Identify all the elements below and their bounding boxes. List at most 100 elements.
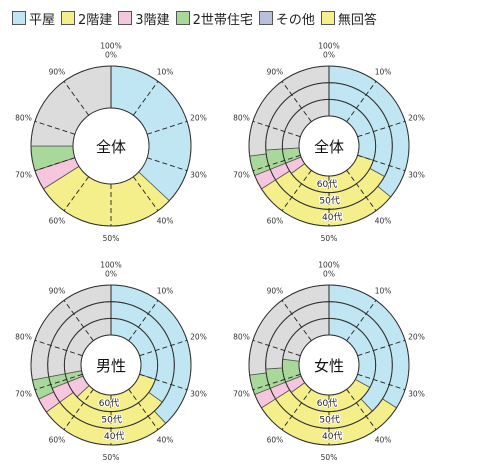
donut-chart: 100% 0% 10% 20% 30% 40% 50% 60% 70% 80% 90% 60代 50代 4… xyxy=(233,42,425,244)
ring-label: 60代 xyxy=(317,398,337,409)
tick-line xyxy=(147,157,188,172)
tick-label: 60% xyxy=(267,216,284,225)
tick-label: 80% xyxy=(15,114,32,123)
tick-line xyxy=(63,81,90,116)
tick-line xyxy=(346,300,377,341)
tick-label: 100% 0% xyxy=(100,261,121,279)
tick-label: 60% xyxy=(49,435,66,444)
tick-line xyxy=(281,300,312,341)
tick-label: 20% xyxy=(190,114,207,123)
chart-title: 女性 xyxy=(314,357,344,375)
donut-chart: 100% 0% 10% 20% 30% 40% 50% 60% 70% 80% 90% 60代 50代 4… xyxy=(15,261,207,463)
tick-label: 40% xyxy=(375,216,392,225)
legend-label: 2世帯住宅 xyxy=(192,12,253,28)
tick-label: 70% xyxy=(15,389,32,398)
tick-label: 20% xyxy=(408,114,425,123)
tick-line xyxy=(63,389,94,430)
tick-label: 40% xyxy=(157,435,174,444)
tick-line xyxy=(357,120,406,138)
legend-item: 2世帯住宅 xyxy=(175,9,253,28)
tick-label: 100% 0% xyxy=(100,42,121,60)
tick-label: 50% xyxy=(321,234,338,243)
tick-line xyxy=(252,339,301,357)
tick-line xyxy=(132,81,159,116)
tick-label: 50% xyxy=(103,234,120,243)
donut-charts: 100% 0% 10% 20% 30% 40% 50% 60% 70% 80% 90% 全体 100% 0… xyxy=(15,42,425,463)
legend-label: その他 xyxy=(275,12,315,28)
tick-label: 70% xyxy=(233,170,250,179)
tick-line xyxy=(346,81,377,122)
tick-label: 60% xyxy=(49,216,66,225)
tick-line xyxy=(34,373,83,391)
legend-swatch xyxy=(258,11,273,25)
tick-line xyxy=(34,339,83,357)
tick-label: 80% xyxy=(233,114,250,123)
tick-label: 30% xyxy=(408,170,425,179)
ring-label: 40代 xyxy=(322,431,342,442)
tick-label: 90% xyxy=(267,68,284,77)
tick-line xyxy=(147,120,188,135)
tick-label: 20% xyxy=(408,333,425,342)
tick-label: 90% xyxy=(49,287,66,296)
donut-chart: 100% 0% 10% 20% 30% 40% 50% 60% 70% 80% 90% 60代 50代 4… xyxy=(233,261,425,463)
tick-label: 90% xyxy=(267,287,284,296)
tick-label: 30% xyxy=(190,170,207,179)
tick-line xyxy=(357,154,406,172)
tick-label: 10% xyxy=(157,68,174,77)
tick-line xyxy=(357,339,406,357)
chart-title: 男性 xyxy=(96,357,126,375)
tick-label: 30% xyxy=(408,389,425,398)
tick-label: 80% xyxy=(15,333,32,342)
tick-label: 80% xyxy=(233,333,250,342)
tick-label: 100% 0% xyxy=(318,261,339,279)
tick-label: 100% 0% xyxy=(318,42,339,60)
tick-line xyxy=(346,170,377,211)
legend-swatch xyxy=(320,11,335,25)
tick-line xyxy=(63,300,94,341)
legend-item: 3階建 xyxy=(118,9,170,28)
tick-label: 40% xyxy=(157,216,174,225)
tick-line xyxy=(34,120,75,135)
tick-label: 30% xyxy=(190,389,207,398)
tick-line xyxy=(128,389,159,430)
legend-label: 平屋 xyxy=(29,12,56,28)
tick-line xyxy=(139,373,188,391)
tick-label: 70% xyxy=(233,389,250,398)
legend-item: その他 xyxy=(258,9,315,28)
legend-label: 無回答 xyxy=(337,12,377,28)
tick-line xyxy=(252,373,301,391)
donut-segment xyxy=(30,65,112,147)
legend-swatch xyxy=(118,11,133,25)
tick-line xyxy=(63,176,90,211)
legend-item: 平屋 xyxy=(12,9,55,28)
tick-label: 20% xyxy=(190,333,207,342)
tick-line xyxy=(128,300,159,341)
ring-label: 40代 xyxy=(104,431,124,442)
chart-title: 全体 xyxy=(314,138,344,156)
tick-label: 70% xyxy=(15,170,32,179)
tick-line xyxy=(346,389,377,430)
ring-label: 50代 xyxy=(101,414,121,425)
legend-item: 無回答 xyxy=(320,9,377,28)
legend-swatch xyxy=(61,11,76,25)
legend-swatch xyxy=(12,11,26,25)
tick-line xyxy=(252,154,301,172)
legend-item: 2階建 xyxy=(61,9,112,28)
tick-line xyxy=(139,339,188,357)
tick-label: 60% xyxy=(267,435,284,444)
tick-label: 10% xyxy=(375,68,392,77)
ring-label: 40代 xyxy=(322,212,342,223)
legend-label: 3階建 xyxy=(135,12,170,28)
legend-label: 2階建 xyxy=(78,12,113,28)
tick-label: 10% xyxy=(375,287,392,296)
tick-line xyxy=(132,176,159,211)
ring-label: 50代 xyxy=(319,195,339,206)
tick-line xyxy=(281,170,312,211)
tick-label: 50% xyxy=(321,453,338,462)
donut-chart: 100% 0% 10% 20% 30% 40% 50% 60% 70% 80% 90% 全体 xyxy=(15,42,207,244)
tick-line xyxy=(357,373,406,391)
tick-label: 10% xyxy=(157,287,174,296)
tick-line xyxy=(281,389,312,430)
ring-label: 50代 xyxy=(319,414,339,425)
tick-label: 90% xyxy=(49,68,66,77)
